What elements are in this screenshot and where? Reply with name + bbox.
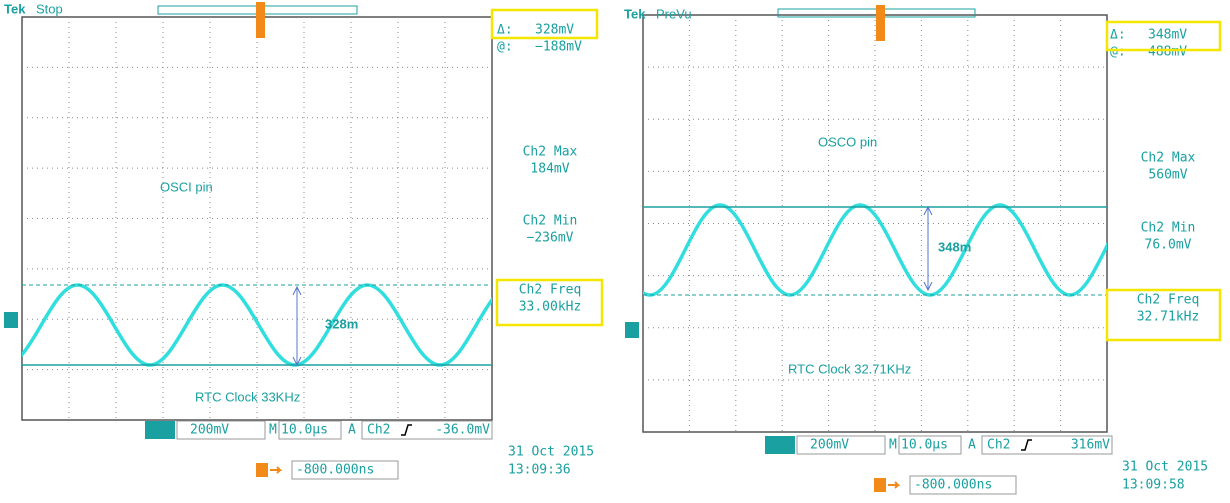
- offset-box: [291, 460, 399, 480]
- channel-marker: 2: [628, 324, 636, 339]
- measurement-value: 560mV: [1148, 168, 1187, 183]
- arrow-head: [923, 205, 933, 292]
- trigger-channel: Ch2: [367, 423, 390, 438]
- amplitude-label: 348m: [938, 239, 971, 254]
- highlight-box: [490, 8, 599, 40]
- channel: Ch2: [768, 438, 791, 453]
- measurement-label: Ch2 Max: [523, 145, 578, 160]
- delta-label: Δ:: [1110, 28, 1126, 43]
- m-label: M: [889, 438, 897, 453]
- measurement-value: 32.71kHz: [1137, 310, 1200, 325]
- measurement-label: Ch2 Freq: [519, 283, 582, 298]
- measurement-value: −236mV: [527, 231, 574, 246]
- at-label: @:: [1110, 45, 1126, 60]
- edge-symbol: [1021, 439, 1032, 451]
- channel: Ch2: [148, 423, 171, 438]
- at-label: @:: [497, 40, 513, 55]
- scale: 200mV: [810, 438, 849, 453]
- trigger-marker: [876, 5, 885, 41]
- trigger-box: [981, 435, 1113, 455]
- graticule: [642, 14, 1108, 433]
- measurement-value: 76.0mV: [1145, 238, 1192, 253]
- highlight-box: [1105, 288, 1222, 342]
- timebase: 10.0µs: [281, 423, 328, 438]
- delta-label: Δ:: [497, 23, 513, 38]
- timebase: 10.0µs: [901, 438, 948, 453]
- measurement-label: Ch2 Max: [1141, 151, 1196, 166]
- highlight-box: [1105, 20, 1222, 52]
- pin-label: OSCI pin: [160, 179, 213, 194]
- trigger-level: -36.0mV: [435, 423, 490, 438]
- offset: -800.000ns: [296, 463, 374, 478]
- measurement-label: Ch2 Freq: [1137, 293, 1200, 308]
- channel-box: [765, 436, 795, 454]
- scale-box: [176, 420, 266, 440]
- channel-box: [145, 421, 175, 439]
- scale-box: [796, 435, 886, 455]
- delta-value: 348mV: [1148, 28, 1187, 43]
- offset-icon: [874, 478, 886, 492]
- offset-box: [909, 475, 1017, 495]
- delta-value: 328mV: [535, 23, 574, 38]
- date: 31 Oct 2015: [1122, 460, 1208, 475]
- trigger-box: [361, 420, 493, 440]
- channel-marker-box: [625, 322, 639, 338]
- timebase-box: [278, 420, 342, 440]
- amplitude-label: 328m: [325, 316, 358, 331]
- brand: Tek: [624, 6, 646, 21]
- timebase-box: [898, 435, 962, 455]
- time: 13:09:58: [1122, 478, 1185, 493]
- at-value: −188mV: [535, 40, 582, 55]
- measurement-value: 184mV: [530, 162, 569, 177]
- scale: 200mV: [190, 423, 229, 438]
- brand: Tek: [4, 1, 26, 16]
- caption: RTC Clock 33KHz: [195, 389, 300, 404]
- channel-marker: 2: [7, 314, 15, 329]
- measurement-label: Ch2 Min: [1141, 221, 1196, 236]
- offset-arrow: [888, 481, 901, 489]
- offset-arrow: [270, 466, 283, 474]
- channel-marker-box: [4, 312, 18, 328]
- status: Stop: [36, 1, 63, 16]
- status: PreVu: [656, 6, 692, 21]
- offset: -800.000ns: [914, 478, 992, 493]
- highlight-box: [495, 278, 604, 327]
- trigger-channel: Ch2: [987, 438, 1010, 453]
- at-value: 488mV: [1148, 45, 1187, 60]
- date: 31 Oct 2015: [508, 445, 594, 460]
- time: 13:09:36: [508, 463, 571, 478]
- edge-symbol: [401, 424, 412, 436]
- measurement-value: 33.00kHz: [519, 300, 582, 315]
- offset-icon: [256, 463, 268, 477]
- measurement-label: Ch2 Min: [523, 214, 578, 229]
- a-label: A: [348, 423, 356, 438]
- a-label: A: [968, 438, 976, 453]
- caption: RTC Clock 32.71KHz: [788, 361, 911, 376]
- arrow-head: [292, 285, 302, 367]
- pin-label: OSCO pin: [818, 134, 877, 149]
- trigger-marker: [256, 2, 265, 38]
- m-label: M: [269, 423, 277, 438]
- trigger-level: 316mV: [1071, 438, 1110, 453]
